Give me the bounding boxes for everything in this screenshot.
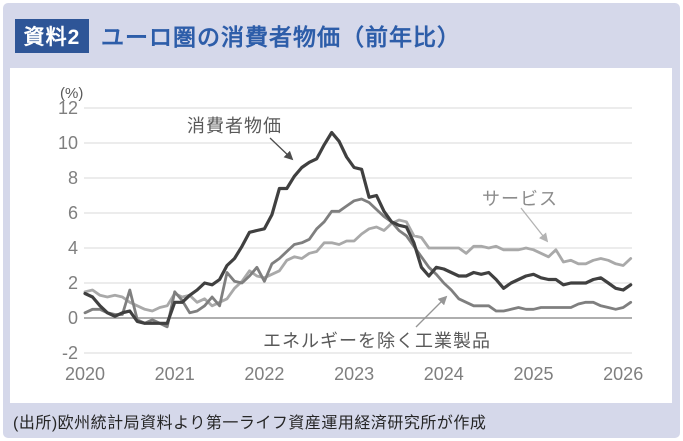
goods-line <box>83 197 633 329</box>
y-axis-unit-label: (%) <box>60 85 84 102</box>
services-line <box>83 218 633 313</box>
chart-card <box>10 68 672 403</box>
x-tick-label: 2025 <box>513 364 554 384</box>
goods-annotation-arrow <box>415 295 448 328</box>
services-annotation-arrow <box>520 207 549 243</box>
x-tick-label: 2020 <box>64 364 106 384</box>
y-tick-label: 12 <box>57 98 78 118</box>
figure-number-badge: 資料2 <box>15 19 89 53</box>
annotation-services-label: サービス <box>482 189 558 209</box>
y-tick-label: 6 <box>67 203 78 223</box>
gridlines <box>84 107 632 354</box>
x-tick-label: 2023 <box>334 364 375 384</box>
y-tick-label: 0 <box>67 308 78 328</box>
annotation-goods-label: エネルギーを除く工業製品 <box>263 331 491 351</box>
y-tick-label: 2 <box>67 273 78 293</box>
x-tick-label: 2021 <box>154 364 195 384</box>
figure-title: ユーロ圏の消費者物価（前年比） <box>101 24 461 50</box>
y-tick-label: -2 <box>61 343 78 363</box>
source-note: (出所)欧州統計局資料より第一ライフ資産運用経済研究所が作成 <box>13 415 487 432</box>
x-tick-label: 2024 <box>423 364 464 384</box>
x-tick-label: 2022 <box>244 364 285 384</box>
annotation-cpi-label: 消費者物価 <box>187 116 282 136</box>
annotation-arrows <box>269 137 549 328</box>
cpi-annotation-arrow <box>269 137 294 161</box>
x-tick-label: 2026 <box>603 364 644 384</box>
data-lines <box>83 130 633 329</box>
y-tick-label: 10 <box>57 133 78 153</box>
cpi-line <box>83 130 633 325</box>
y-tick-label: 4 <box>67 238 78 258</box>
y-tick-label: 8 <box>67 168 78 188</box>
